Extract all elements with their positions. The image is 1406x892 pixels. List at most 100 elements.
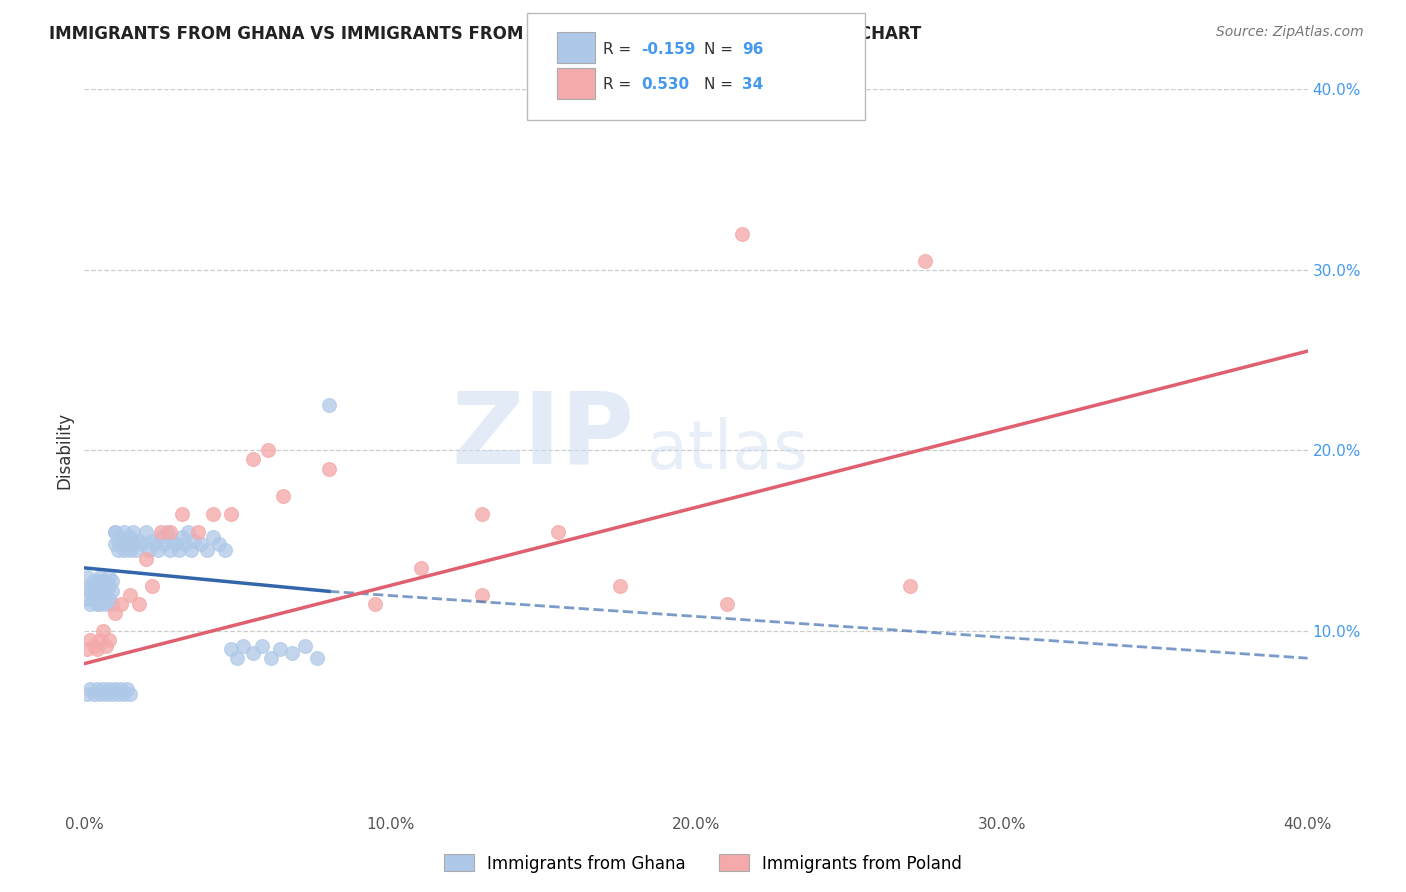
Point [547, 524, 569, 539]
Point [89, 597, 111, 611]
Point [156, 524, 179, 539]
Point [201, 507, 224, 521]
Point [271, 489, 294, 503]
Point [214, 542, 236, 557]
Point [914, 253, 936, 268]
Point [471, 588, 494, 602]
Point [86, 597, 108, 611]
Point [112, 542, 135, 557]
Point [91, 591, 114, 606]
Point [128, 533, 150, 548]
Text: 96: 96 [742, 42, 763, 56]
Point [94, 597, 117, 611]
Point [79, 597, 101, 611]
Point [76, 570, 98, 584]
Point [120, 687, 142, 701]
Point [125, 542, 148, 557]
Point [731, 227, 754, 241]
Point [172, 530, 194, 544]
Text: atlas: atlas [647, 417, 808, 483]
Point [183, 533, 205, 548]
Point [115, 537, 138, 551]
Point [135, 524, 157, 539]
Point [609, 579, 631, 593]
Point [79, 633, 101, 648]
Point [409, 561, 432, 575]
Point [180, 542, 202, 557]
Text: IMMIGRANTS FROM GHANA VS IMMIGRANTS FROM POLAND DISABILITY CORRELATION CHART: IMMIGRANTS FROM GHANA VS IMMIGRANTS FROM… [49, 25, 921, 43]
Point [107, 533, 129, 548]
Point [104, 681, 127, 696]
Point [94, 639, 117, 653]
Point [86, 584, 108, 599]
Point [91, 624, 114, 639]
Y-axis label: Disability: Disability [55, 412, 73, 489]
Point [101, 597, 124, 611]
Point [97, 633, 120, 648]
Point [83, 579, 105, 593]
Point [195, 542, 218, 557]
Point [115, 533, 138, 548]
Point [219, 642, 242, 657]
Point [135, 551, 157, 566]
Point [281, 646, 304, 660]
Point [115, 681, 138, 696]
Point [110, 681, 132, 696]
Point [104, 524, 127, 539]
Point [112, 687, 135, 701]
Point [112, 524, 135, 539]
Point [260, 651, 283, 665]
Point [97, 579, 120, 593]
Point [94, 584, 117, 599]
Point [898, 579, 921, 593]
Point [159, 542, 181, 557]
Point [294, 639, 316, 653]
Point [318, 398, 340, 412]
Point [153, 537, 176, 551]
Point [190, 537, 212, 551]
Text: ZIP: ZIP [451, 387, 636, 484]
Point [107, 542, 129, 557]
Point [86, 588, 108, 602]
Point [104, 537, 127, 551]
Point [89, 570, 111, 584]
Point [94, 574, 117, 588]
Point [79, 681, 101, 696]
Point [318, 461, 340, 475]
Point [305, 651, 328, 665]
Point [94, 588, 117, 602]
Point [122, 537, 145, 551]
Point [208, 537, 231, 551]
Point [110, 597, 132, 611]
Point [101, 584, 124, 599]
Text: 34: 34 [742, 78, 763, 92]
Point [143, 537, 166, 551]
Point [86, 642, 108, 657]
Point [269, 642, 291, 657]
Point [131, 537, 153, 551]
Point [201, 530, 224, 544]
Point [91, 681, 114, 696]
Point [716, 597, 738, 611]
Point [174, 537, 197, 551]
Legend: Immigrants from Ghana, Immigrants from Poland: Immigrants from Ghana, Immigrants from P… [437, 847, 969, 880]
Point [165, 537, 187, 551]
Point [120, 530, 142, 544]
Point [110, 530, 132, 544]
Point [159, 524, 181, 539]
Point [83, 639, 105, 653]
Text: R =: R = [603, 78, 637, 92]
Point [91, 579, 114, 593]
Point [76, 687, 98, 701]
Text: Source: ZipAtlas.com: Source: ZipAtlas.com [1216, 25, 1364, 39]
Point [128, 597, 150, 611]
Point [76, 642, 98, 657]
Point [101, 687, 124, 701]
Point [186, 524, 208, 539]
Point [91, 584, 114, 599]
Point [141, 579, 163, 593]
Point [138, 542, 160, 557]
Point [91, 574, 114, 588]
Point [242, 452, 264, 467]
Point [76, 591, 98, 606]
